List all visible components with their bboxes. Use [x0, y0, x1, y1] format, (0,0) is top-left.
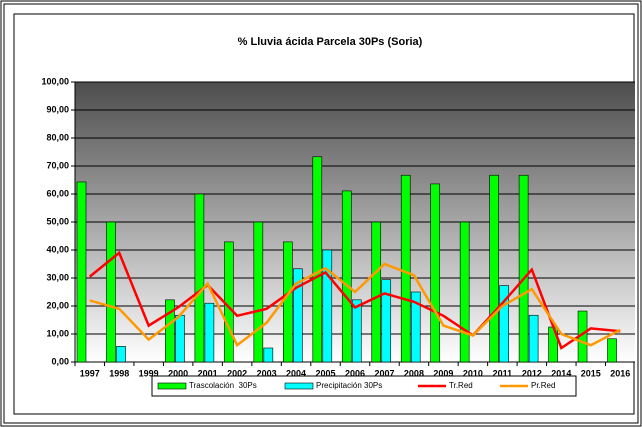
y-tick-label: 20,00 [46, 300, 69, 310]
y-tick-label: 30,00 [46, 272, 69, 282]
x-tick-label: 2009 [433, 368, 453, 378]
legend-label: Tr.Red [449, 381, 473, 390]
x-tick-label: 1999 [139, 368, 159, 378]
bar [489, 174, 499, 363]
bar [224, 241, 234, 363]
legend-label: Pr.Red [531, 381, 555, 390]
x-tick-label: 2000 [168, 368, 188, 378]
x-tick-label: 2015 [581, 368, 601, 378]
legend [151, 375, 577, 397]
bar [371, 221, 382, 363]
y-tick-label: 0,00 [51, 356, 69, 366]
x-tick-label: 2008 [404, 368, 424, 378]
x-tick-label: 2003 [257, 368, 277, 378]
bar [293, 268, 303, 363]
line [88, 250, 621, 350]
bar [400, 174, 411, 363]
bar [106, 221, 116, 363]
x-tick-label: 2016 [610, 368, 630, 378]
x-tick-label: 2002 [227, 368, 247, 378]
legend-label: Precipitación 30Ps [316, 381, 382, 390]
bar [381, 279, 392, 363]
bar [76, 181, 87, 363]
x-tick-label: 2010 [463, 368, 483, 378]
x-tick-label: 2011 [493, 368, 513, 378]
bar [459, 221, 470, 363]
y-tick-label: 90,00 [46, 104, 69, 114]
bar [283, 241, 293, 363]
y-tick-label: 70,00 [46, 160, 69, 170]
bar [341, 190, 352, 363]
x-tick-label: 2005 [316, 368, 336, 378]
x-tick-label: 2001 [198, 368, 218, 378]
bar [194, 193, 205, 363]
bar [263, 347, 274, 363]
x-tick-label: 2012 [522, 368, 542, 378]
y-tick-label: 100,00 [41, 76, 69, 86]
x-tick-label: 2006 [345, 368, 365, 378]
bar [175, 314, 185, 363]
bar [518, 174, 529, 363]
bar [322, 249, 333, 363]
bar [499, 285, 509, 363]
bar [430, 183, 440, 363]
legend-swatch [157, 382, 187, 390]
y-tick-label: 10,00 [46, 328, 69, 338]
inner-frame [3, 3, 639, 424]
x-tick-label: 2007 [374, 368, 394, 378]
bar [607, 338, 617, 363]
legend-swatch [284, 382, 314, 390]
bar [528, 314, 539, 363]
bar [165, 299, 175, 363]
bar [351, 299, 362, 363]
x-tick-label: 1998 [109, 368, 129, 378]
x-tick-label: 2014 [551, 368, 571, 378]
x-tick-label: 1997 [80, 368, 100, 378]
y-tick-label: 60,00 [46, 188, 69, 198]
legend-label: Trascolación 30Ps [189, 381, 257, 390]
chart-title: % Lluvia ácida Parcela 30Ps (Soria) [238, 36, 423, 48]
y-tick-label: 50,00 [46, 216, 69, 226]
bar [312, 156, 323, 363]
line [89, 262, 621, 348]
bar [253, 221, 264, 363]
y-tick-label: 80,00 [46, 132, 69, 142]
x-tick-label: 2004 [286, 368, 306, 378]
bar [116, 346, 126, 363]
bar [204, 302, 215, 363]
bar [410, 291, 421, 363]
y-tick-label: 40,00 [46, 244, 69, 254]
